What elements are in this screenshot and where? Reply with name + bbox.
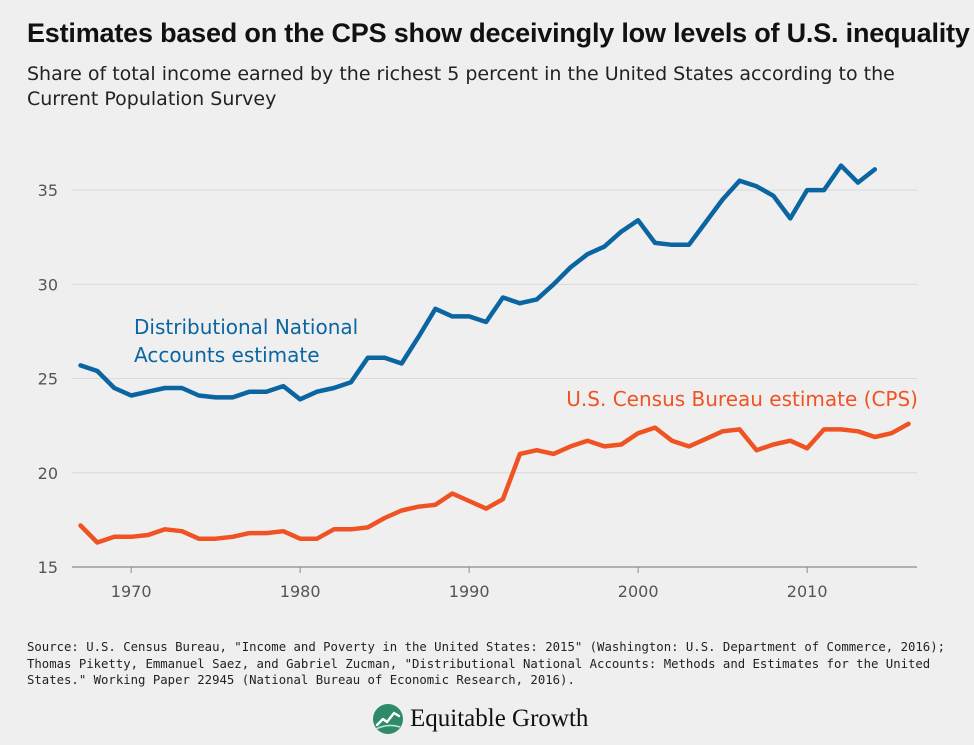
x-tick-label: 2010 [787,582,828,601]
y-tick-label: 15 [38,558,58,577]
y-tick-label: 20 [38,464,58,483]
dina-series-label: Distributional National [134,315,358,339]
grid-lines [72,189,917,568]
x-tick-label: 2000 [618,582,659,601]
x-axis-ticks: 1970 1980 1990 2000 2010 [111,567,828,601]
x-tick-label: 1970 [111,582,152,601]
dina-series-line [78,163,878,402]
equitable-growth-icon [373,704,403,734]
source-note: Source: U.S. Census Bureau, "Income and … [27,640,946,687]
y-axis-ticks: 15 20 25 30 35 [38,181,58,577]
cps-series-label: U.S. Census Bureau estimate (CPS) [566,387,918,411]
y-tick-label: 35 [38,181,58,200]
y-tick-label: 30 [38,275,58,294]
chart-title: Estimates based on the CPS show deceivin… [27,18,970,48]
dina-series-label: Accounts estimate [134,343,320,367]
y-tick-label: 25 [38,370,58,389]
brand-logo: Equitable Growth [372,703,588,735]
series-lines [78,163,911,545]
cps-series-line [78,421,911,545]
x-tick-label: 1980 [280,582,321,601]
brand-name: Equitable Growth [410,705,589,732]
x-tick-label: 1990 [449,582,490,601]
line-chart: 15 20 25 30 35 1970 1980 1990 2000 2010 Distribu… [38,163,918,601]
series-labels: Distributional National Accounts estimate… [134,315,918,411]
chart-subtitle: Share of total income earned by the rich… [27,63,895,110]
